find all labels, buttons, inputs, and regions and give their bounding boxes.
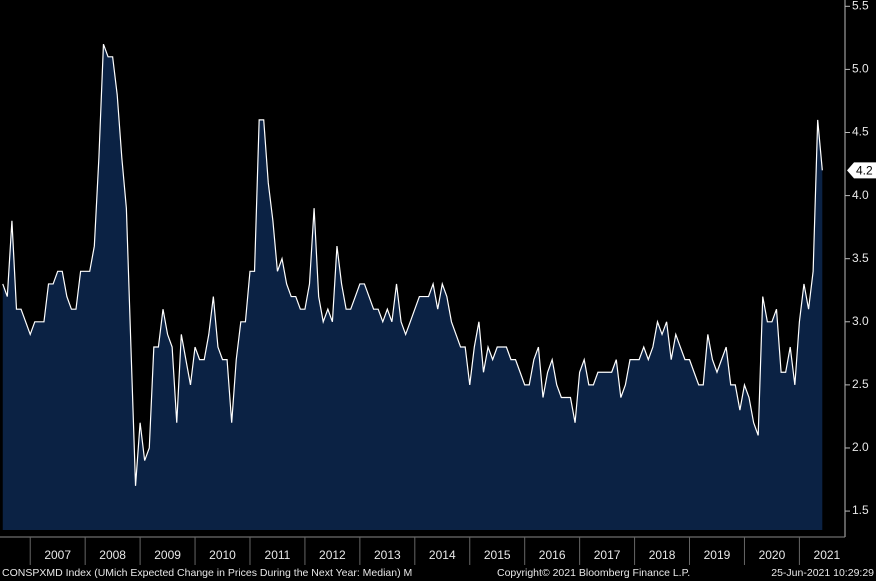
x-tick-label: 2016: [539, 548, 566, 562]
y-tick-label: 3.5: [852, 251, 869, 265]
x-tick-label: 2021: [814, 548, 841, 562]
y-tick-label: 1.5: [852, 503, 869, 517]
x-tick-label: 2020: [759, 548, 786, 562]
y-tick-label: 2.0: [852, 440, 869, 454]
last-value-label: 4.2: [856, 164, 873, 178]
x-tick-label: 2017: [594, 548, 621, 562]
x-tick-label: 2014: [429, 548, 456, 562]
y-tick-label: 5.5: [852, 0, 869, 12]
area: [2, 44, 823, 531]
x-tick-label: 2007: [44, 548, 71, 562]
x-tick-label: 2018: [649, 548, 676, 562]
line: [2, 43, 823, 486]
last-value-tag: [847, 162, 876, 179]
x-tick-label: 2009: [154, 548, 181, 562]
x-tick-label: 2019: [704, 548, 731, 562]
y-tick-label: 3.0: [852, 314, 869, 328]
x-tick-label: 2013: [374, 548, 401, 562]
timestamp: 25-Jun-2021 10:29:29: [771, 567, 874, 579]
y-tick-label: 5.0: [852, 62, 869, 76]
x-tick-label: 2010: [209, 548, 236, 562]
x-tick-label: 2015: [484, 548, 511, 562]
y-tick-label: 2.5: [852, 377, 869, 391]
copyright: Copyright© 2021 Bloomberg Finance L.P.: [497, 567, 690, 579]
series-legend: CONSPXMD Index (UMich Expected Change in…: [2, 567, 412, 579]
x-tick-label: 2011: [265, 548, 291, 562]
x-tick-label: 2008: [99, 548, 126, 562]
y-tick-label: 4.0: [852, 188, 869, 202]
x-tick-label: 2012: [319, 548, 346, 562]
y-tick-label: 4.5: [852, 125, 869, 139]
